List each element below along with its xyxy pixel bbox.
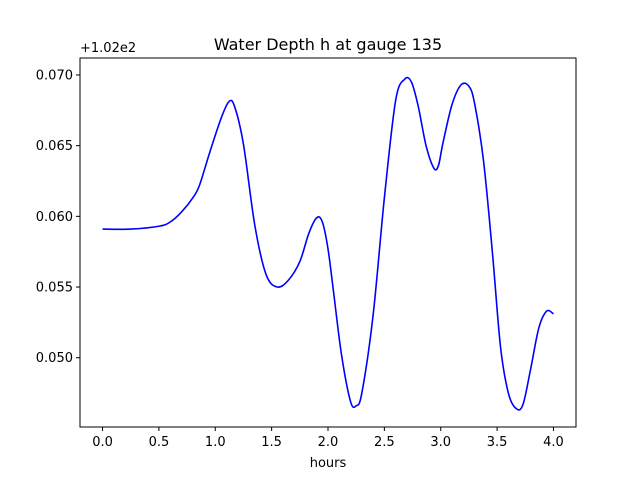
y-axis: 0.050 0.055 0.060 0.065 0.070: [36, 68, 80, 366]
x-tick-label: 4.0: [543, 435, 564, 450]
x-tick-label: 2.0: [318, 435, 339, 450]
chart-title: Water Depth h at gauge 135: [214, 35, 442, 54]
y-tick-label: 0.070: [36, 68, 73, 83]
x-tick-label: 3.0: [430, 435, 451, 450]
y-tick-label: 0.050: [36, 351, 73, 366]
y-tick-label: 0.065: [36, 139, 73, 154]
x-axis-label: hours: [310, 456, 347, 471]
x-tick-label: 0.5: [149, 435, 170, 450]
y-offset-label: +1.02e2: [80, 41, 136, 56]
x-tick-label: 3.5: [487, 435, 508, 450]
x-tick-label: 2.5: [374, 435, 395, 450]
x-axis: 0.0 0.5 1.0 1.5 2.0 2.5 3.0 3.5 4.0: [92, 427, 564, 450]
x-tick-label: 1.0: [205, 435, 226, 450]
series-line: [102, 76, 554, 411]
y-tick-label: 0.060: [36, 210, 73, 225]
x-tick-label: 0.0: [92, 435, 113, 450]
x-tick-label: 1.5: [261, 435, 282, 450]
y-tick-label: 0.055: [36, 281, 73, 296]
plot-frame: [79, 57, 577, 428]
